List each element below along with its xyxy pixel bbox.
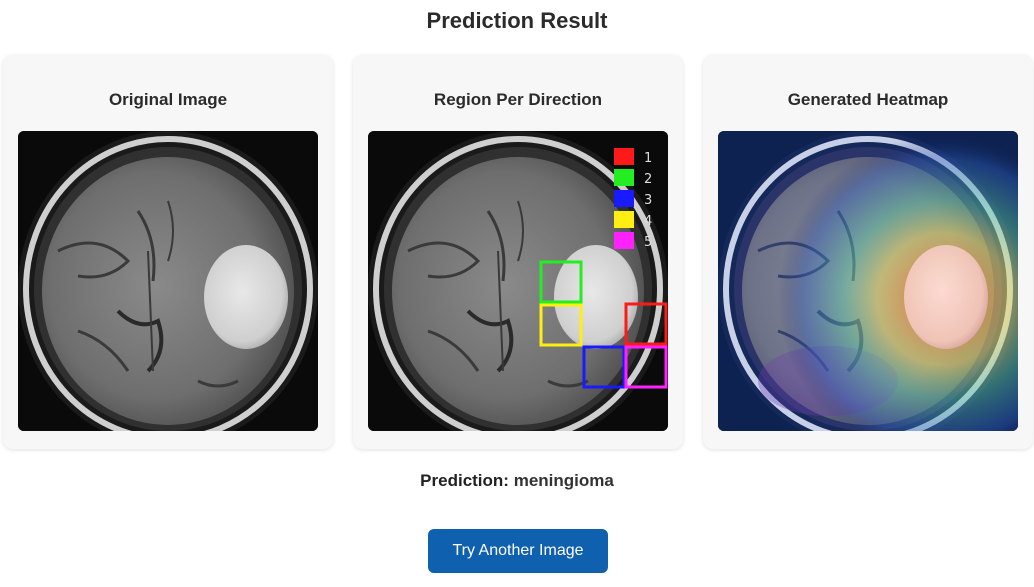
region-box-2 [539, 260, 583, 304]
original-mri-image [18, 131, 318, 431]
region-box-3 [582, 345, 626, 389]
result-cards: Original Image [3, 55, 1033, 451]
region-box-4 [539, 303, 583, 347]
legend-label-3: 3 [644, 193, 652, 208]
region-box-5 [624, 345, 668, 389]
prediction-result: Prediction: meningioma [0, 470, 1034, 492]
card-title-original: Original Image [108, 90, 228, 109]
heatmap-image-card: Generated Heatmap [703, 55, 1033, 449]
legend-label-2: 2 [644, 172, 652, 187]
legend-label-4: 4 [644, 214, 652, 229]
page-title: Prediction Result [426, 8, 608, 33]
original-image-card: Original Image [3, 55, 333, 449]
region-image-card: Region Per Direction [353, 55, 683, 449]
region-overlay-image: 1 2 3 4 5 [368, 131, 668, 431]
prediction-label: Prediction: [420, 471, 509, 490]
region-box-1 [624, 302, 668, 346]
try-another-image-button[interactable]: Try Another Image [428, 529, 608, 573]
region-legend: 1 2 3 4 5 [614, 148, 652, 250]
legend-label-1: 1 [644, 151, 652, 166]
legend-label-5: 5 [644, 235, 652, 250]
card-title-region: Region Per Direction [433, 90, 603, 109]
prediction-value: meningioma [513, 471, 614, 490]
card-title-heatmap: Generated Heatmap [787, 90, 949, 109]
heatmap-image [718, 131, 1018, 431]
